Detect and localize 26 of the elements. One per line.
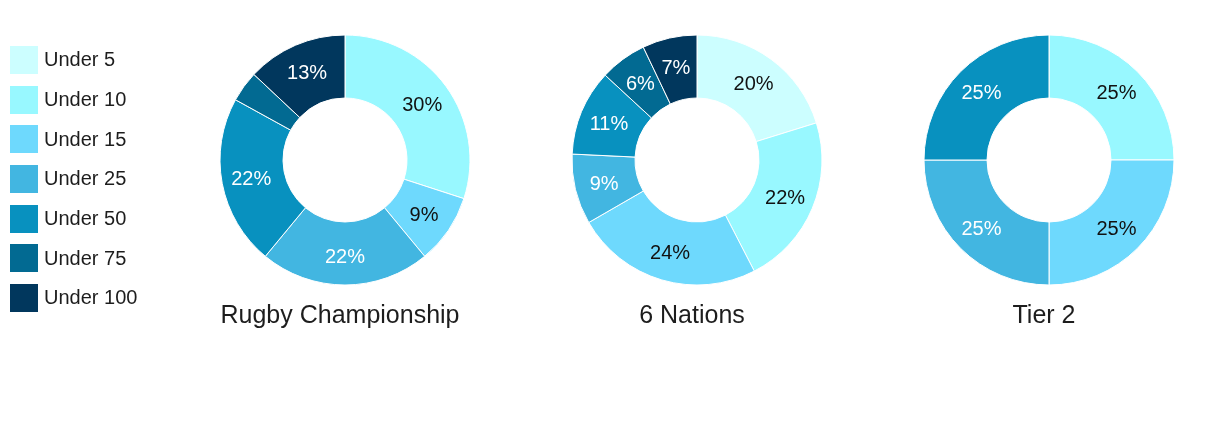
data-label: 25%: [961, 216, 1002, 239]
data-label: 22%: [765, 185, 806, 208]
data-label: 30%: [402, 92, 443, 115]
legend-label: Under 10: [44, 88, 127, 112]
legend-label: Under 50: [44, 207, 127, 231]
legend-label: Under 5: [44, 48, 116, 72]
data-label: 11%: [589, 112, 629, 135]
data-label: 13%: [287, 61, 328, 84]
data-label: 6%: [625, 72, 656, 95]
legend-label: Under 25: [44, 167, 127, 191]
legend-label: Under 15: [44, 127, 127, 151]
slice-label: Rugby Championship: [219, 300, 461, 329]
data-label: 7%: [661, 55, 691, 78]
slice-label: Tier 2: [1011, 300, 1077, 329]
data-label: 22%: [324, 244, 366, 267]
data-label: 20%: [733, 72, 774, 95]
slice-label: 6 Nations: [638, 300, 746, 329]
data-label: 24%: [650, 240, 691, 263]
legend-label: Under 100: [44, 286, 138, 310]
data-label: 25%: [1096, 216, 1137, 239]
legend-label: Under 75: [44, 246, 127, 270]
data-label: 22%: [231, 166, 272, 189]
data-label: 25%: [961, 81, 1002, 104]
data-label: 9%: [589, 171, 619, 194]
data-label: 25%: [1096, 81, 1137, 104]
data-label: 9%: [409, 202, 439, 225]
